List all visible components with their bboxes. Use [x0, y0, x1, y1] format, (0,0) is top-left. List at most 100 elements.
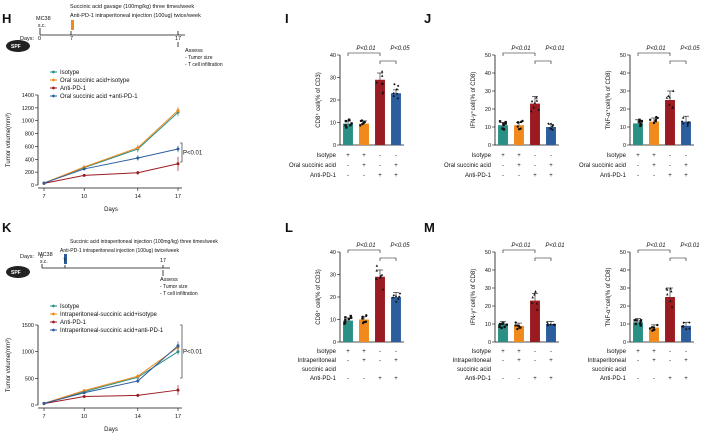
- dot-marker: [347, 119, 351, 122]
- condition-label: Anti-PD-1: [310, 376, 337, 382]
- condition-mark: +: [394, 173, 398, 179]
- dot-marker: [398, 295, 401, 298]
- bar: [498, 125, 508, 145]
- dot-marker: [397, 297, 400, 301]
- condition-label: Isotype: [317, 153, 337, 159]
- y-tick-label: 0: [31, 183, 34, 189]
- data-point: [176, 108, 180, 112]
- condition-mark: +: [533, 376, 537, 382]
- data-point: [42, 181, 46, 185]
- dot-marker: [530, 301, 534, 304]
- condition-mark: -: [653, 376, 655, 382]
- dot-marker: [546, 322, 550, 326]
- series-line: [43, 345, 179, 404]
- y-tick-label: 20: [330, 98, 336, 104]
- condition-label: succinic acid: [457, 367, 491, 373]
- dot-marker: [665, 287, 668, 290]
- dot-marker: [652, 326, 656, 329]
- y-tick-label: 40: [620, 268, 626, 274]
- legend-label: Intraperitoneal-succinic acid+anti-PD-1: [60, 328, 164, 334]
- significance-label: P<0.05: [680, 46, 700, 52]
- dot-marker: [349, 123, 352, 127]
- condition-mark: +: [394, 358, 398, 364]
- dot-marker: [648, 118, 652, 122]
- condition-mark: -: [347, 163, 349, 169]
- bar-chart-ifng-bottom: 0 10 20 30 40 50 IFN-γ⁺cell(% of CD8) P<0.01 P<0…: [470, 243, 565, 346]
- condition-mark: -: [669, 358, 671, 364]
- dot-marker: [633, 319, 636, 322]
- dot-marker: [393, 83, 396, 86]
- condition-mark: +: [362, 349, 366, 355]
- dot-marker: [365, 314, 368, 317]
- y-tick-label: 30: [485, 89, 491, 95]
- dot-marker: [670, 305, 674, 309]
- y-tick-label: 40: [620, 71, 626, 77]
- y-tick-label: 0: [488, 143, 491, 149]
- condition-mark: +: [652, 358, 656, 364]
- y-tick-label: 30: [620, 89, 626, 95]
- y-tick-label: 10: [620, 125, 626, 131]
- series-line: [43, 163, 179, 184]
- timeline-bottom-route: s.c.: [40, 259, 48, 265]
- dot-marker: [396, 97, 400, 100]
- dot-marker: [634, 322, 637, 326]
- dot-marker: [392, 94, 395, 98]
- x-tick-label: 10: [81, 194, 87, 200]
- legend-marker: [52, 70, 55, 74]
- significance-bracket: [180, 324, 183, 379]
- dot-marker: [530, 99, 534, 103]
- dot-marker: [669, 299, 672, 302]
- timeline-bottom-day7: 7: [63, 258, 66, 264]
- dot-marker: [546, 324, 549, 327]
- timeline-top-treatment-1: Succinic acid gavage (100mg/kg) three ti…: [70, 4, 194, 10]
- dot-marker: [648, 327, 652, 330]
- dot-marker: [639, 322, 642, 325]
- dot-marker: [381, 90, 385, 94]
- dot-marker: [537, 108, 540, 111]
- legend-label: Isotype: [60, 304, 80, 310]
- dot-marker: [380, 70, 384, 73]
- timeline-top-succinic-marker: [71, 20, 74, 30]
- x-tick-label: 7: [42, 414, 45, 420]
- dot-marker: [639, 320, 642, 323]
- dot-marker: [364, 320, 367, 324]
- significance-label: P<0.01: [511, 46, 530, 52]
- condition-mark: -: [550, 349, 552, 355]
- condition-mark: -: [637, 163, 639, 169]
- condition-label: Anti-PD-1: [465, 376, 492, 382]
- dot-marker: [653, 328, 656, 331]
- dot-marker: [361, 317, 364, 320]
- data-point: [136, 146, 140, 150]
- condition-mark: -: [502, 358, 504, 364]
- condition-mark: -: [637, 358, 639, 364]
- condition-mark: -: [534, 163, 536, 169]
- condition-mark: +: [684, 163, 688, 169]
- dot-marker: [671, 106, 674, 109]
- condition-table-top: Isotype Oral succinic acid Anti-PD-1 + + - - - +…: [289, 153, 688, 179]
- condition-mark: +: [549, 358, 553, 364]
- y-tick-label: 50: [620, 250, 626, 256]
- data-point: [136, 171, 140, 175]
- dot-marker: [516, 324, 519, 327]
- significance-bracket: [379, 60, 397, 64]
- dot-marker: [536, 308, 539, 311]
- condition-mark: +: [652, 349, 656, 355]
- y-tick-label: 1000: [22, 119, 34, 125]
- dot-marker: [535, 96, 538, 99]
- condition-label: succinic acid: [302, 367, 336, 373]
- condition-mark: +: [394, 163, 398, 169]
- bar: [375, 276, 385, 342]
- y-tick-label: 10: [485, 125, 491, 131]
- series-line: [43, 110, 179, 184]
- dot-marker: [381, 74, 384, 77]
- y-axis-label: IFN-γ⁺cell(% of CD8): [470, 72, 477, 129]
- y-tick-label: 20: [485, 304, 491, 310]
- y-tick-label: 10: [620, 322, 626, 328]
- legend-label: Anti-PD-1: [60, 86, 87, 92]
- dot-marker: [672, 89, 675, 92]
- data-point: [42, 401, 46, 405]
- y-axis-label: CD8⁺ cell(% of CD3): [315, 269, 322, 325]
- y-axis-label: TNF-α⁺cell(% of CD8): [605, 71, 612, 130]
- legend-marker: [52, 312, 55, 316]
- condition-mark: +: [501, 153, 505, 159]
